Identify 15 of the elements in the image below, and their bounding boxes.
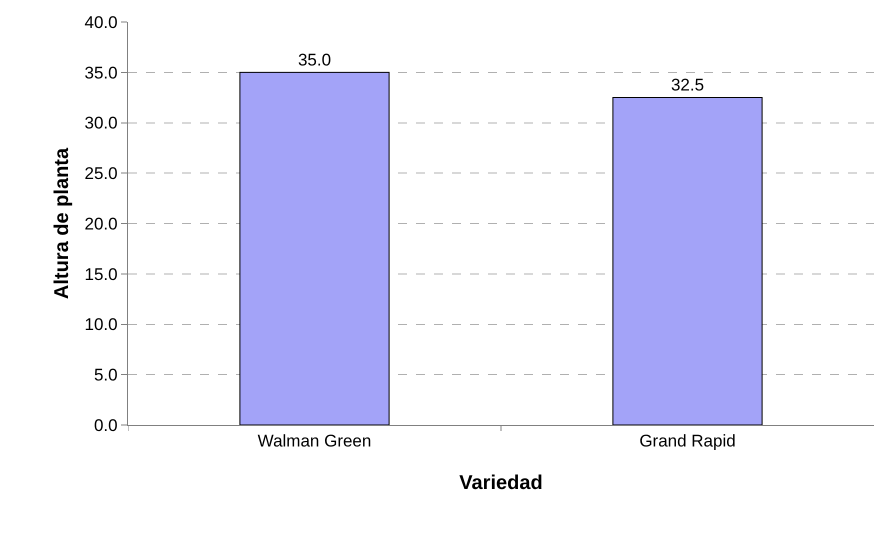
x-axis-title: Variedad (459, 472, 543, 494)
y-tick-label: 20.0 (84, 214, 118, 234)
data-label: 35.0 (298, 50, 332, 70)
y-axis-title: Altura de planta (51, 147, 74, 300)
y-tick-label: 0.0 (94, 416, 118, 435)
y-tick-label: 15.0 (84, 264, 118, 284)
x-tick-label: Walman Green (258, 431, 372, 450)
y-tick-label: 10.0 (84, 315, 118, 334)
data-label: 32.5 (670, 76, 704, 95)
y-tick-label: 30.0 (84, 114, 118, 133)
y-tick-label: 35.0 (84, 63, 118, 82)
x-tick-label: Grand Rapid (639, 431, 736, 450)
y-tick-label: 25.0 (84, 164, 118, 184)
y-tick-label: 40.0 (84, 12, 118, 32)
y-tick-label: 5.0 (94, 366, 118, 385)
